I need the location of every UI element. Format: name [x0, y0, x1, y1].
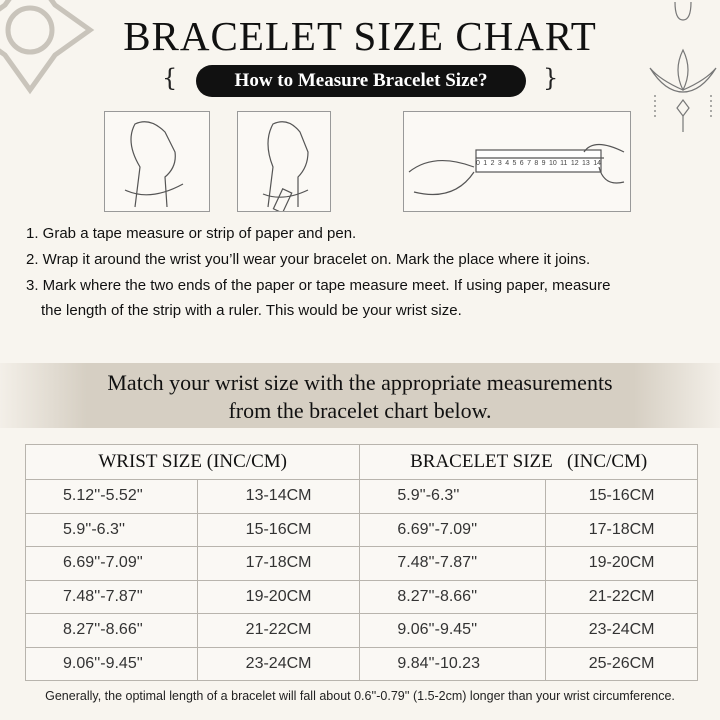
lotus-hanging-decoration-icon — [649, 1, 717, 132]
wrist-cm-cell: 13-14CM — [196, 479, 361, 514]
ruler-number: 10 — [548, 160, 557, 167]
mandala-decoration-icon — [0, 0, 95, 95]
table-row: 9.06''-9.45'' 23-24CM 9.84''-10.23 25-26CM — [25, 646, 698, 681]
wrist-cm-cell: 19-20CM — [196, 579, 361, 614]
ruler-number: 2 — [490, 160, 495, 167]
subtitle-pill: How to Measure Bracelet Size? — [196, 65, 526, 97]
wrist-cm-cell: 15-16CM — [196, 512, 361, 547]
wrist-inch-cell: 9.06''-9.45'' — [25, 646, 198, 681]
wrist-inch-cell: 8.27''-8.66'' — [25, 613, 198, 648]
table-row: 7.48''-7.87'' 19-20CM 8.27''-8.66'' 21-22CM — [25, 579, 698, 614]
wrist-inch-cell: 6.69''-7.09'' — [25, 546, 198, 581]
ruler-number: 11 — [560, 160, 568, 167]
bracelet-cm-cell: 21-22CM — [545, 579, 698, 614]
step-3-continued: the length of the strip with a ruler. Th… — [41, 302, 462, 319]
bracelet-cm-cell: 25-26CM — [545, 646, 698, 681]
table-row: 5.9''-6.3'' 15-16CM 6.69''-7.09'' 17-18CM — [25, 512, 698, 547]
hand-pen-icon — [262, 121, 309, 214]
wrist-cm-cell: 23-24CM — [196, 646, 361, 681]
bracelet-cm-cell: 15-16CM — [545, 479, 698, 514]
footer-note: Generally, the optimal length of a brace… — [45, 689, 675, 703]
size-chart-table: WRIST SIZE (INC/CM) BRACELET SIZE (INC/C… — [24, 444, 698, 681]
ruler-number: 9 — [541, 160, 546, 167]
ruler-number: 12 — [570, 160, 579, 167]
banner-line-2: from the bracelet chart below. — [228, 398, 492, 423]
page-title: BRACELET SIZE CHART — [123, 13, 597, 59]
ruler-number: 1 — [483, 160, 488, 167]
table-row: 6.69''-7.09'' 17-18CM 7.48''-7.87'' 19-20CM — [25, 546, 698, 581]
ruler-number: 0 — [476, 160, 480, 167]
ruler-numbers: 0 1 2 3 4 5 6 7 8 9 10 11 12 13 14 — [476, 160, 601, 167]
ruler-number: 13 — [582, 160, 590, 167]
right-flourish-icon: } — [543, 64, 559, 92]
bracelet-size-header: BRACELET SIZE (INC/CM) — [359, 444, 698, 480]
ruler-number: 4 — [505, 160, 510, 167]
ruler-number: 7 — [527, 160, 531, 167]
ruler-number: 8 — [534, 160, 539, 167]
hand-wrist-icon — [124, 121, 184, 208]
step-3: 3. Mark where the two ends of the paper … — [26, 277, 611, 294]
bracelet-cm-cell: 17-18CM — [545, 512, 698, 547]
step-1: 1. Grab a tape measure or strip of paper… — [26, 225, 357, 242]
bracelet-inch-cell: 9.06''-9.45'' — [359, 613, 547, 648]
bracelet-cm-cell: 23-24CM — [545, 613, 698, 648]
wrist-inch-cell: 5.9''-6.3'' — [25, 512, 198, 547]
ruler-number: 3 — [497, 160, 502, 167]
wrist-inch-cell: 5.12''-5.52'' — [25, 479, 198, 514]
bracelet-cm-cell: 19-20CM — [545, 546, 698, 581]
table-row: 8.27''-8.66'' 21-22CM 9.06''-9.45'' 23-24CM — [25, 613, 698, 648]
wrist-cm-cell: 21-22CM — [196, 613, 361, 648]
wrist-size-header: WRIST SIZE (INC/CM) — [24, 444, 361, 480]
instruction-banner: Match your wrist size with the appropria… — [0, 363, 720, 428]
table-row: 5.12''-5.52'' 13-14CM 5.9''-6.3'' 15-16CM — [25, 479, 698, 514]
bracelet-inch-cell: 7.48''-7.87'' — [359, 546, 547, 581]
table-header-row: WRIST SIZE (INC/CM) BRACELET SIZE (INC/C… — [24, 444, 698, 480]
ruler-hands-icon — [408, 143, 625, 196]
illustration-hand-wrap — [104, 111, 210, 212]
banner-line-1: Match your wrist size with the appropria… — [107, 370, 613, 395]
bracelet-inch-cell: 6.69''-7.09'' — [359, 512, 547, 547]
step-2: 2. Wrap it around the wrist you’ll wear … — [26, 251, 591, 268]
wrist-cm-cell: 17-18CM — [196, 546, 361, 581]
left-flourish-icon: { — [162, 64, 178, 92]
ruler-number: 5 — [512, 160, 517, 167]
bracelet-inch-cell: 8.27''-8.66'' — [359, 579, 547, 614]
illustration-hand-mark — [237, 111, 331, 214]
bracelet-inch-cell: 5.9''-6.3'' — [359, 479, 547, 514]
illustration-ruler: 0 1 2 3 4 5 6 7 8 9 10 11 12 13 14 — [403, 111, 631, 212]
wrist-inch-cell: 7.48''-7.87'' — [25, 579, 198, 614]
bracelet-inch-cell: 9.84''-10.23 — [359, 646, 547, 681]
ruler-number: 14 — [593, 160, 601, 167]
ruler-number: 6 — [519, 160, 524, 167]
